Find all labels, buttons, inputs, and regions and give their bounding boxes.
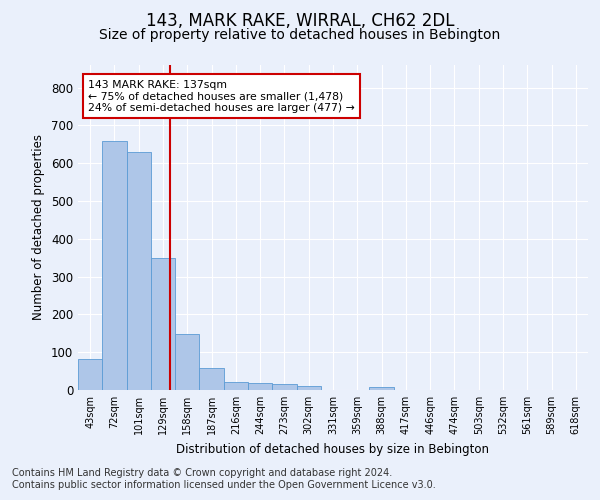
- Bar: [78, 358, 102, 390]
- Bar: [248, 383, 272, 390]
- Bar: [151, 258, 175, 390]
- Text: Contains public sector information licensed under the Open Government Licence v3: Contains public sector information licen…: [12, 480, 436, 490]
- Bar: [272, 384, 296, 390]
- Text: Contains HM Land Registry data © Crown copyright and database right 2024.: Contains HM Land Registry data © Crown c…: [12, 468, 392, 477]
- Y-axis label: Number of detached properties: Number of detached properties: [32, 134, 46, 320]
- Bar: [175, 334, 199, 390]
- Bar: [296, 386, 321, 390]
- Text: 143 MARK RAKE: 137sqm
← 75% of detached houses are smaller (1,478)
24% of semi-d: 143 MARK RAKE: 137sqm ← 75% of detached …: [88, 80, 355, 113]
- Bar: [224, 382, 248, 390]
- Bar: [102, 140, 127, 390]
- Text: 143, MARK RAKE, WIRRAL, CH62 2DL: 143, MARK RAKE, WIRRAL, CH62 2DL: [146, 12, 454, 30]
- Bar: [199, 368, 224, 390]
- Bar: [127, 152, 151, 390]
- Bar: [370, 387, 394, 390]
- X-axis label: Distribution of detached houses by size in Bebington: Distribution of detached houses by size …: [176, 442, 490, 456]
- Text: Size of property relative to detached houses in Bebington: Size of property relative to detached ho…: [100, 28, 500, 42]
